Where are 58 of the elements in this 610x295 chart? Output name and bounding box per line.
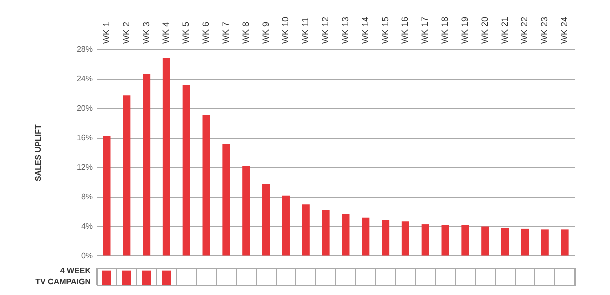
x-tick-label: WK 17: [420, 16, 430, 44]
bar: [262, 184, 270, 256]
x-tick-label: WK 4: [161, 22, 172, 44]
x-tick-label: WK 18: [440, 16, 450, 44]
x-tick-label: WK 20: [480, 16, 490, 44]
x-tick-label: WK 21: [500, 16, 510, 44]
bar: [362, 218, 370, 256]
x-tick-label: WK 1: [101, 22, 112, 44]
y-tick-label: 4%: [81, 222, 93, 231]
bar: [422, 224, 430, 256]
bar: [521, 228, 529, 256]
x-tick-label: WK 2: [121, 22, 132, 44]
bar: [282, 196, 290, 256]
bar: [162, 58, 170, 256]
x-tick-label: WK 19: [460, 16, 470, 44]
bar: [143, 74, 151, 256]
y-tick-label: 8%: [81, 192, 93, 202]
bar: [222, 144, 230, 256]
bar: [502, 228, 510, 256]
bar: [561, 230, 569, 256]
bar: [103, 136, 111, 256]
y-tick-label: 20%: [76, 104, 93, 114]
bar: [482, 226, 490, 256]
x-tick-label: WK 3: [141, 22, 152, 44]
bar: [382, 220, 390, 256]
bar: [123, 96, 131, 256]
bar: [182, 85, 190, 256]
y-tick-label: 12%: [76, 163, 93, 172]
x-tick-label: WK 22: [520, 16, 530, 44]
bar: [541, 230, 549, 256]
bar: [402, 222, 410, 256]
x-tick-label: WK 11: [300, 18, 311, 44]
y-axis-title: 4 WEEK TV CAMPAIGN: [36, 266, 92, 287]
bar: [462, 225, 470, 256]
bar: [202, 116, 210, 256]
x-tick-label: WK 16: [400, 16, 410, 44]
x-tick-label: WK 7: [220, 22, 231, 44]
x-tick-label: WK 14: [360, 16, 370, 44]
x-tick-label: WK 10: [280, 16, 291, 44]
x-tick-label: WK 8: [240, 22, 251, 44]
x-tick-label: WK 5: [181, 22, 192, 44]
x-tick-label: WK 23: [540, 16, 550, 44]
bar: [342, 214, 350, 256]
y-tick-label: 0%: [81, 251, 93, 260]
x-tick-label: WK 12: [320, 16, 331, 44]
x-tick-label: WK 13: [340, 16, 350, 44]
x-tick-label: WK 15: [380, 16, 390, 44]
x-tick-label: WK 24: [560, 16, 570, 44]
bar: [322, 210, 330, 256]
bar: [302, 204, 310, 256]
y-tick-label: 24%: [76, 74, 93, 84]
bar: [442, 225, 450, 256]
y-axis-title: SALES UPLIFT: [34, 124, 44, 182]
y-tick-label: 16%: [76, 134, 93, 143]
x-tick-label: WK 9: [260, 22, 271, 44]
y-tick-label: 28%: [76, 45, 93, 54]
x-tick-label: WK 6: [201, 22, 212, 44]
bar: [242, 166, 250, 256]
